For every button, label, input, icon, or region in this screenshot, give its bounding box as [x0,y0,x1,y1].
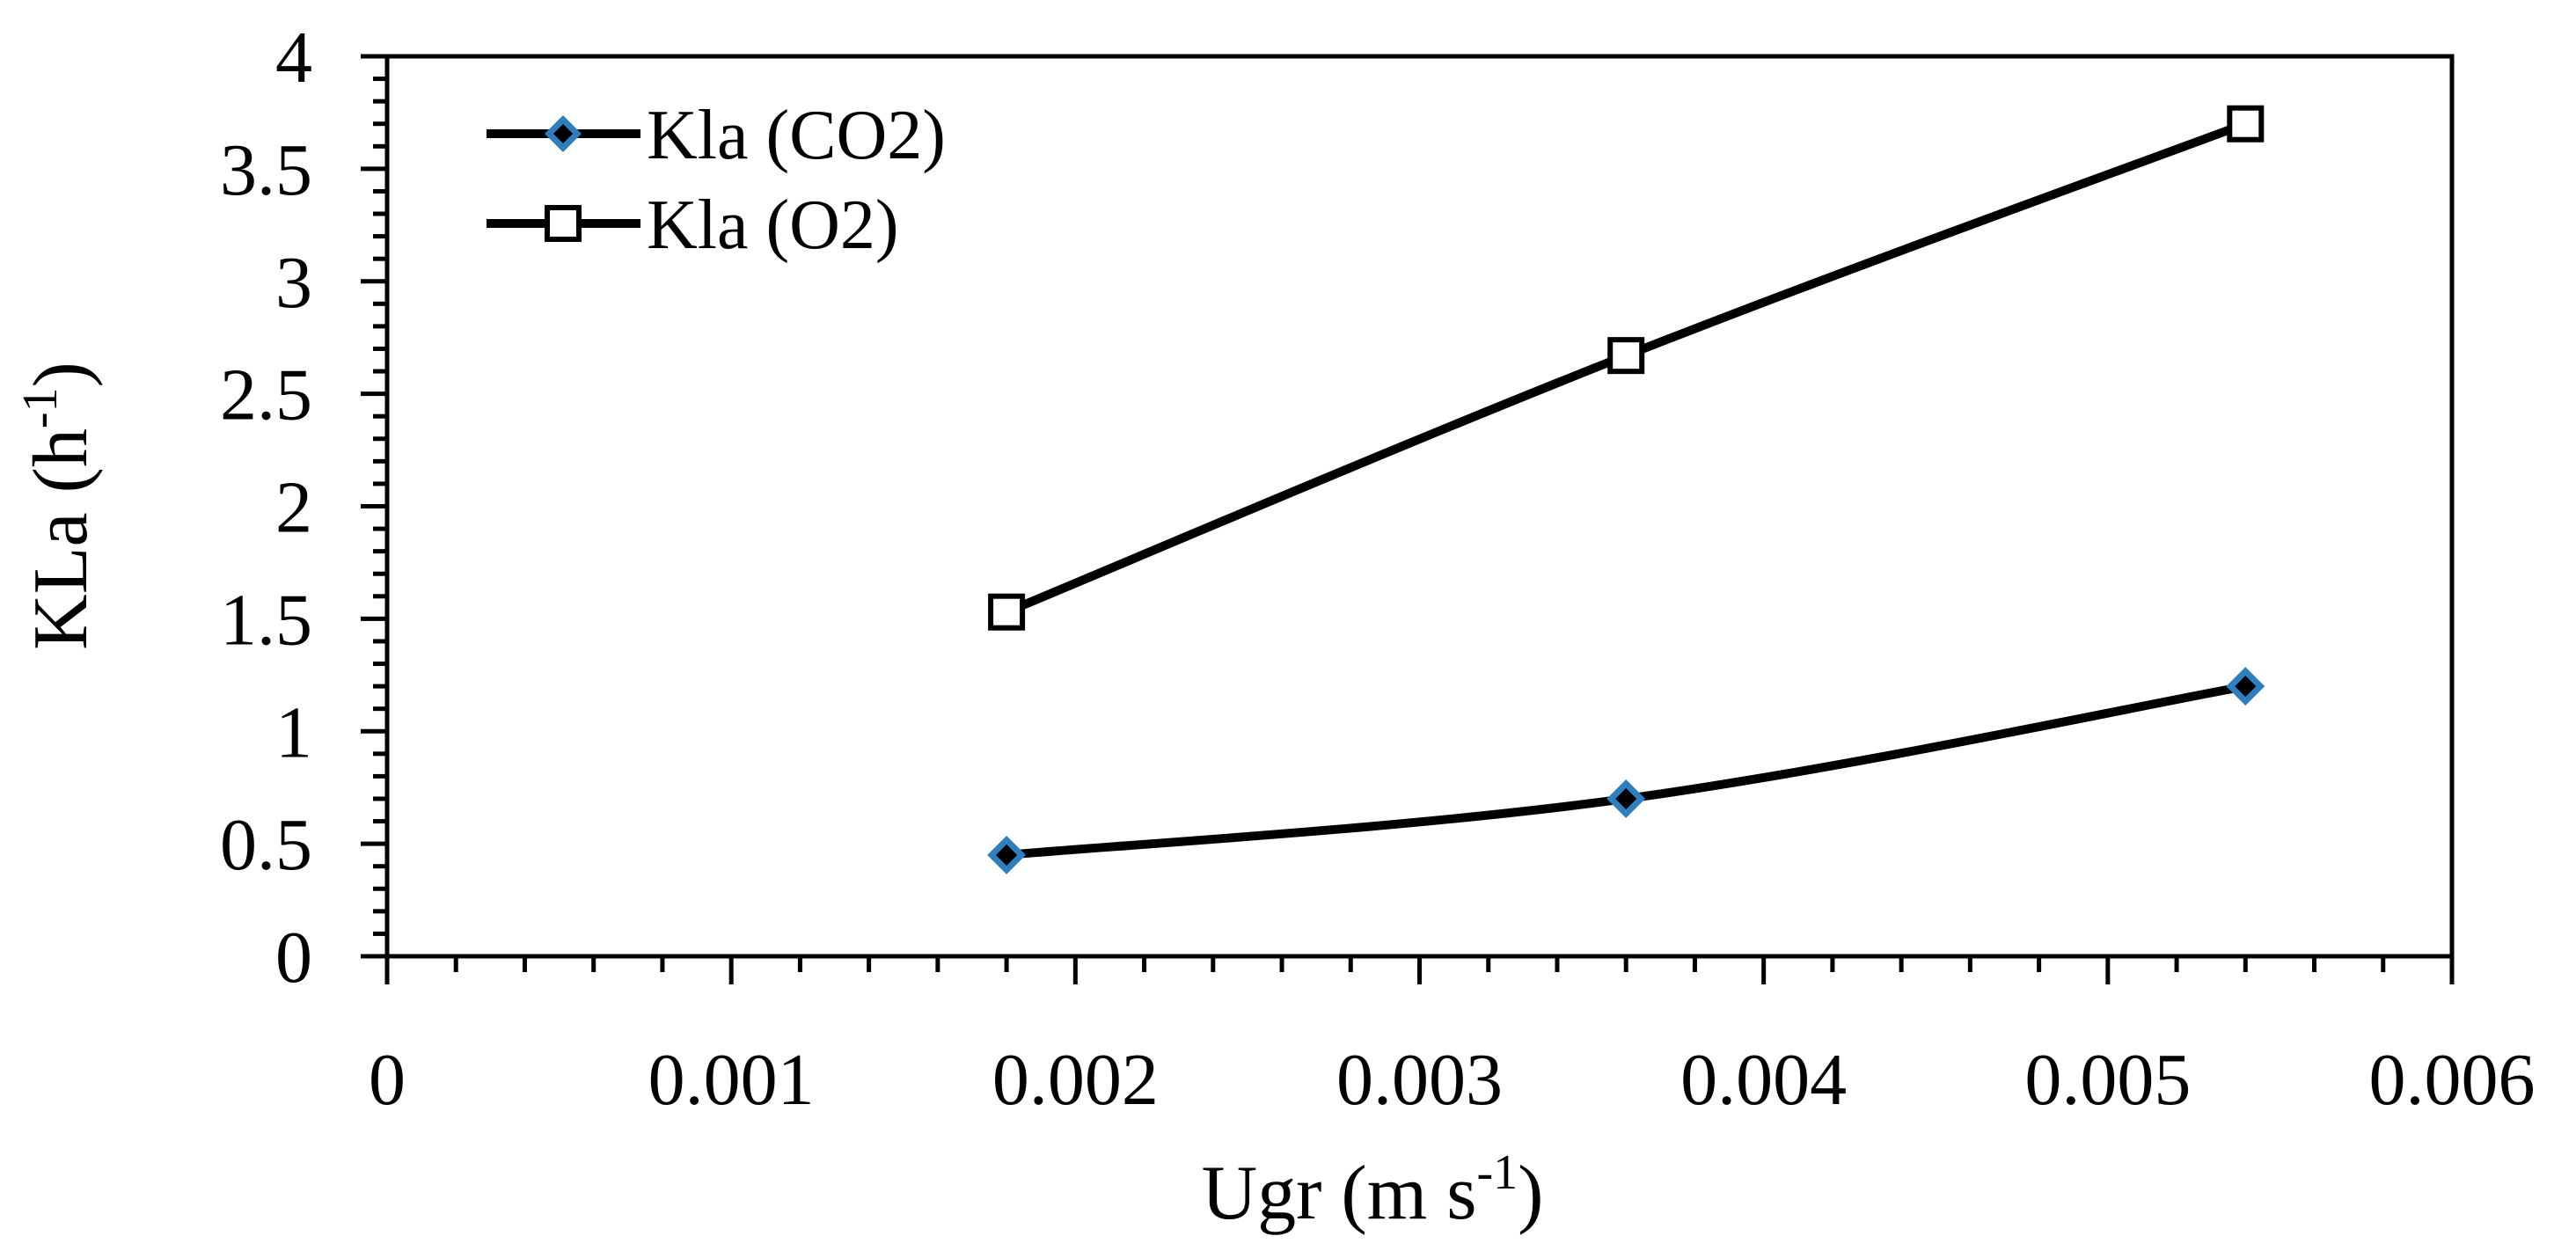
y-tick-label: 1.5 [220,579,312,661]
legend-marker [545,115,582,152]
legend-label: Kla (CO2) [647,97,946,174]
data-point [987,835,1027,874]
series-1 [987,667,2265,874]
x-axis-title: Ugr (m s-1) [1202,1145,1544,1236]
x-axis: 0 0.001 0.002 0.003 0.004 0.005 0.006 [369,956,2536,1121]
y-tick-label: 0 [275,917,312,998]
y-tick-label: 4 [275,17,312,99]
y-tick-label: 1 [275,691,312,773]
data-point [2226,667,2265,706]
y-axis: 0 0.5 1 1.5 2 2.5 3 3.5 4 [220,17,387,998]
legend-item: Kla (CO2) [487,97,946,174]
y-axis-title: KLa (h-1) [13,362,104,650]
y-tick-label: 3 [275,242,312,324]
y-tick-label: 2.5 [220,355,312,436]
y-tick-label: 3.5 [220,129,312,211]
plot-area [384,54,2455,959]
x-tick-label: 0.003 [1336,1039,1503,1121]
x-tick-label: 0.005 [2024,1039,2191,1121]
y-tick-label: 0.5 [220,804,312,886]
data-point [1607,337,1645,375]
legend-marker [545,205,582,242]
legend: Kla (CO2) Kla (O2) [487,97,946,264]
y-tick-label: 2 [275,467,312,549]
x-tick-label: 0.001 [648,1039,815,1121]
x-tick-label: 0.002 [992,1039,1159,1121]
data-point [2227,105,2265,143]
x-tick-label: 0 [369,1039,406,1121]
data-point [988,593,1026,631]
x-tick-label: 0.006 [2369,1039,2536,1121]
series-2 [988,105,2265,631]
series-layer [987,105,2265,874]
data-point [1606,779,1646,818]
legend-item: Kla (O2) [487,187,899,264]
x-tick-label: 0.004 [1680,1039,1847,1121]
legend-label: Kla (O2) [647,187,899,264]
